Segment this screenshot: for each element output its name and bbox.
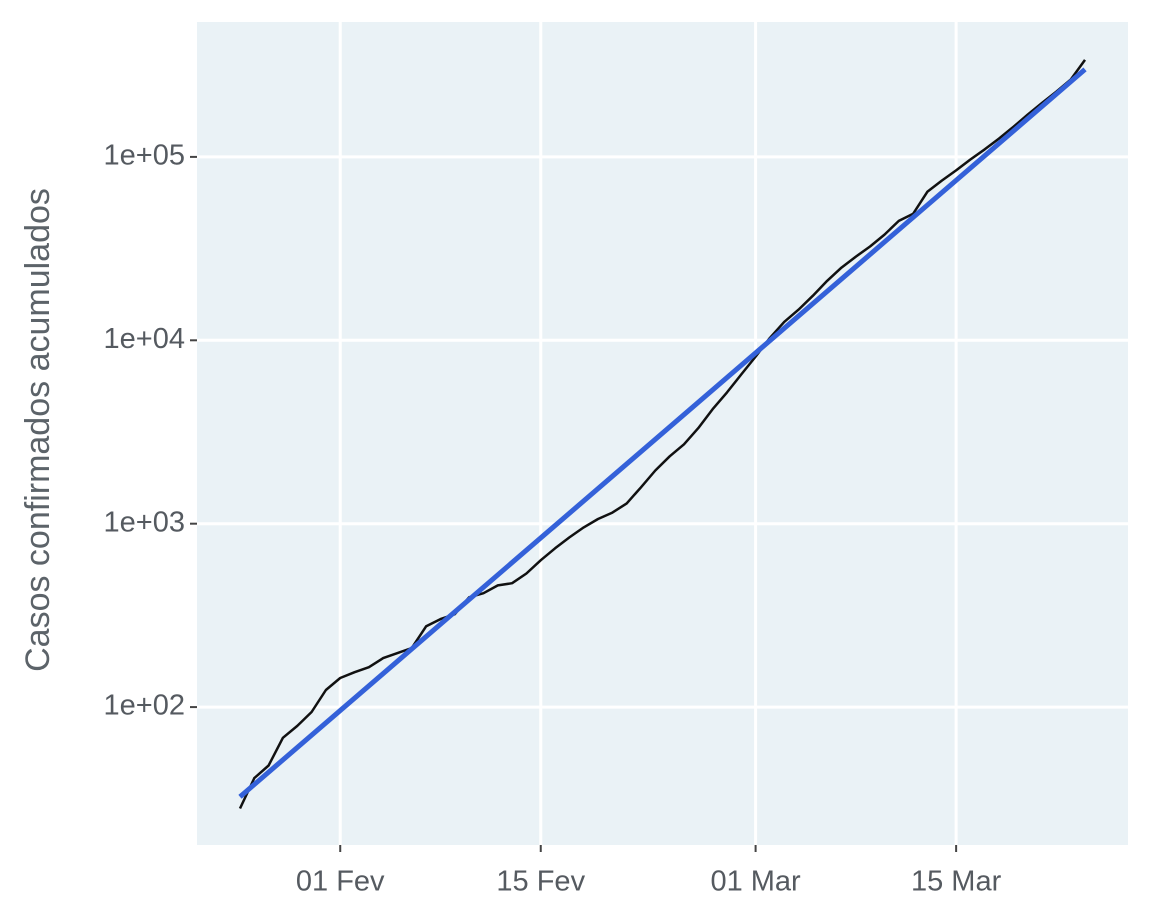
data-line [238,59,1087,810]
x-tick-label: 01 Mar [710,866,801,898]
data-line [238,67,1087,799]
y-axis-label: Casos confirmados acumulados [19,188,57,672]
y-tick-label: 1e+03 [104,506,185,538]
y-tick-label: 1e+02 [104,690,185,722]
x-tick-label: 15 Mar [911,866,1002,898]
x-tick-label: 01 Fev [296,866,385,898]
y-tick-label: 1e+05 [104,140,185,172]
y-tick-label: 1e+04 [104,323,185,355]
x-tick-label: 15 Fev [496,866,585,898]
